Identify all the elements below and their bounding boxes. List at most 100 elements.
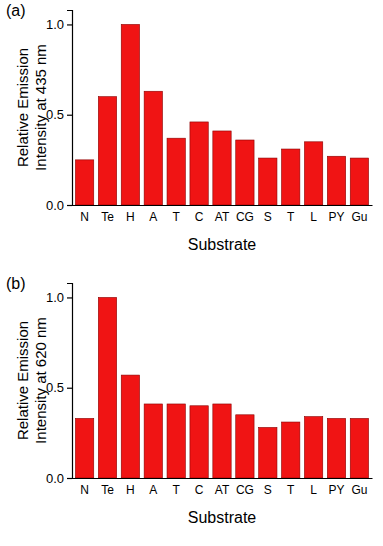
bar: [259, 158, 277, 205]
y-tick-label: 1.0: [46, 17, 64, 32]
x-tick-label: S: [264, 210, 272, 224]
x-axis-line: [73, 478, 373, 479]
bar: [190, 406, 208, 478]
y-axis-line: [67, 11, 73, 206]
x-tick-label: L: [310, 483, 317, 497]
x-tick-label: H: [126, 210, 135, 224]
x-tick-label: H: [126, 483, 135, 497]
x-axis: NTeHATCATCGSTLPYGu: [73, 479, 373, 497]
bar: [167, 404, 185, 478]
plot: 0.00.51.0NTeHATCATCGSTLPYGu: [46, 284, 373, 497]
panel: 0.00.51.0NTeHATCATCGSTLPYGuSubstrateRela…: [6, 2, 373, 253]
x-tick-label: T: [173, 210, 181, 224]
x-tick-label: N: [80, 210, 89, 224]
x-tick-label: Gu: [351, 210, 367, 224]
panel-label: (a): [6, 2, 26, 19]
x-tick-label: PY: [328, 210, 344, 224]
x-tick-label: AT: [215, 210, 230, 224]
x-tick: CG: [236, 210, 254, 224]
bar: [282, 149, 300, 205]
bar: [98, 97, 116, 205]
y-tick-mark: [67, 478, 72, 479]
bars: [75, 24, 368, 205]
x-tick: T: [173, 483, 181, 497]
x-tick: Gu: [351, 210, 367, 224]
panel: 0.00.51.0NTeHATCATCGSTLPYGuSubstrateRela…: [6, 275, 373, 526]
x-tick: N: [80, 210, 89, 224]
x-tick: L: [310, 483, 317, 497]
bar: [75, 418, 93, 478]
x-tick-label: L: [310, 210, 317, 224]
x-tick-label: Gu: [351, 483, 367, 497]
x-tick: Te: [101, 483, 114, 497]
y-tick: 0.0: [46, 471, 72, 486]
bar: [350, 418, 368, 478]
x-tick: H: [126, 483, 135, 497]
x-tick-label: A: [149, 210, 157, 224]
y-tick: 0.5: [46, 380, 72, 395]
bar: [190, 122, 208, 205]
x-tick-label: Te: [101, 210, 114, 224]
x-axis-line: [73, 205, 373, 206]
x-tick: PY: [328, 483, 344, 497]
x-axis-title: Substrate: [188, 236, 257, 253]
y-tick-label: 0.0: [46, 198, 64, 213]
x-tick-label: T: [287, 483, 295, 497]
y-axis-title: Relative Emission: [14, 48, 31, 167]
x-tick: S: [264, 483, 272, 497]
bar: [282, 422, 300, 478]
x-tick: PY: [328, 210, 344, 224]
x-tick-label: PY: [328, 483, 344, 497]
y-axis-line: [67, 284, 73, 479]
x-tick-label: A: [149, 483, 157, 497]
x-tick: CG: [236, 483, 254, 497]
y-tick-mark: [67, 388, 72, 389]
x-tick: H: [126, 210, 135, 224]
y-tick-mark: [67, 297, 72, 298]
x-tick: T: [287, 483, 295, 497]
x-tick: Te: [101, 210, 114, 224]
bar: [75, 160, 93, 205]
bar: [121, 375, 139, 478]
x-tick: T: [173, 210, 181, 224]
x-tick: N: [80, 483, 89, 497]
x-tick: A: [149, 210, 157, 224]
y-axis-title: Relative Emission: [14, 321, 31, 440]
y-tick: 0.5: [46, 107, 72, 122]
bars: [75, 297, 368, 478]
y-tick: 1.0: [46, 17, 72, 32]
y-axis-title: Intensity at 435 nm: [32, 44, 49, 171]
y-tick-mark: [67, 205, 72, 206]
x-tick-label: T: [287, 210, 295, 224]
x-tick: S: [264, 210, 272, 224]
bar: [350, 158, 368, 205]
y-axis-title: Intensity at 620 nm: [32, 317, 49, 444]
y-tick-mark: [67, 24, 72, 25]
y-tick-mark: [67, 115, 72, 116]
x-tick: C: [195, 483, 204, 497]
bar: [236, 415, 254, 478]
x-tick-label: C: [195, 483, 204, 497]
y-tick-label: 0.0: [46, 471, 64, 486]
bar: [304, 417, 322, 478]
bar: [327, 156, 345, 205]
bar: [144, 404, 162, 478]
x-tick-label: N: [80, 483, 89, 497]
x-tick-label: AT: [215, 483, 230, 497]
x-tick-label: CG: [236, 210, 254, 224]
x-tick: AT: [215, 483, 230, 497]
bar: [167, 138, 185, 205]
x-tick-label: CG: [236, 483, 254, 497]
bar: [213, 131, 231, 205]
bar: [144, 91, 162, 205]
y-axis: 0.0 0.5 1.0: [46, 11, 73, 213]
y-tick: 0.0: [46, 198, 72, 213]
panel-label: (b): [6, 275, 26, 292]
bar: [98, 297, 116, 478]
bar: [304, 142, 322, 205]
x-axis: NTeHATCATCGSTLPYGu: [73, 206, 373, 224]
plot: 0.00.51.0NTeHATCATCGSTLPYGu: [46, 11, 373, 224]
x-tick-label: Te: [101, 483, 114, 497]
figure: 0.00.51.0NTeHATCATCGSTLPYGuSubstrateRela…: [0, 0, 383, 546]
x-tick: AT: [215, 210, 230, 224]
